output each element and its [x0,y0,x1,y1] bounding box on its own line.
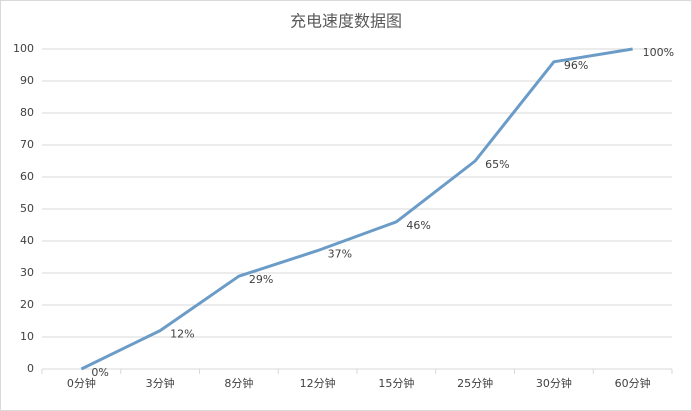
y-tick-label: 0 [27,362,34,375]
y-tick-label: 40 [20,234,34,247]
x-tick-label: 15分钟 [378,376,414,390]
x-tick-label: 30分钟 [536,376,572,390]
x-tick-label: 8分钟 [224,376,253,390]
data-label: 46% [406,219,430,232]
y-tick-label: 50 [20,202,34,215]
y-tick-label: 80 [20,106,34,119]
data-label: 37% [328,248,352,261]
y-tick-label: 100 [13,42,34,55]
data-label: 96% [564,59,588,72]
data-label: 65% [485,158,509,171]
y-tick-label: 20 [20,298,34,311]
x-tick-label: 60分钟 [615,376,651,390]
y-tick-label: 90 [20,74,34,87]
data-label: 100% [643,46,674,59]
x-tick-label: 0分钟 [67,376,96,390]
y-tick-label: 30 [20,266,34,279]
x-tick-label: 25分钟 [457,376,493,390]
y-tick-label: 70 [20,138,34,151]
y-tick-label: 10 [20,330,34,343]
data-line [80,47,633,371]
x-tick-label: 3分钟 [146,376,175,390]
chart-title: 充电速度数据图 [290,12,402,31]
data-label: 0% [91,366,108,379]
data-label: 12% [170,328,194,341]
data-label: 29% [249,273,273,286]
y-tick-label: 60 [20,170,34,183]
x-tick-label: 12分钟 [300,376,336,390]
